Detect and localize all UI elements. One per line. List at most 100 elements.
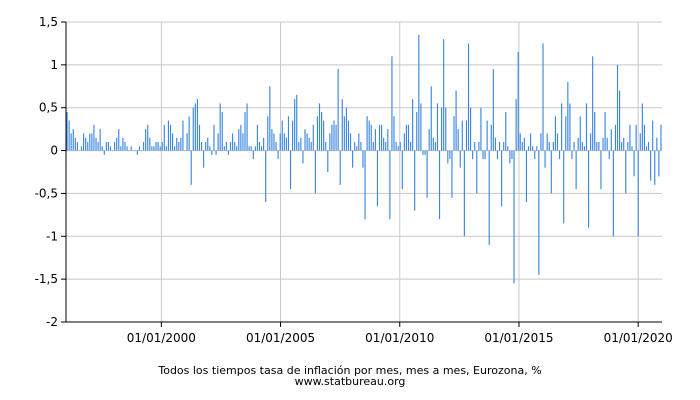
- bar: [174, 146, 176, 151]
- bar: [267, 116, 269, 151]
- bar: [263, 137, 265, 151]
- bar: [573, 142, 575, 151]
- bar: [399, 142, 401, 151]
- bar: [614, 124, 617, 151]
- bar: [393, 116, 395, 151]
- grid-lines: [66, 21, 662, 323]
- bar: [484, 150, 486, 160]
- bar: [252, 150, 254, 160]
- bar: [277, 150, 279, 160]
- bar: [294, 99, 296, 151]
- bar: [244, 112, 246, 151]
- bar: [600, 150, 602, 190]
- bar: [265, 150, 267, 202]
- bar: [227, 150, 230, 155]
- bar: [321, 112, 323, 151]
- bars-group: [66, 34, 662, 284]
- bar: [523, 137, 525, 151]
- x-tick-label: 01/01/2015: [484, 331, 553, 345]
- bar: [455, 90, 457, 151]
- bar: [389, 150, 391, 220]
- bar: [116, 137, 118, 151]
- x-tick-label: 01/01/2005: [246, 331, 315, 345]
- bar: [414, 150, 416, 211]
- bar: [387, 129, 389, 151]
- chart-title: Todos los tiempos tasa de inflación por …: [158, 364, 542, 377]
- bar: [587, 150, 590, 228]
- bar: [190, 150, 192, 185]
- bar: [583, 146, 585, 151]
- bar: [569, 103, 571, 151]
- bar: [283, 133, 285, 151]
- bar: [93, 124, 95, 151]
- bar: [260, 146, 263, 151]
- bar: [157, 142, 159, 151]
- bar: [327, 150, 329, 172]
- bar: [625, 150, 627, 194]
- bar: [602, 137, 604, 151]
- bar: [418, 34, 420, 151]
- y-tick-label: -1: [46, 229, 58, 243]
- bar: [151, 146, 153, 151]
- bar: [269, 86, 271, 151]
- bar: [432, 137, 434, 151]
- bar: [289, 150, 292, 190]
- bar: [372, 142, 374, 151]
- bar: [606, 137, 608, 151]
- bar: [596, 142, 598, 151]
- bar: [349, 133, 352, 151]
- bar: [91, 133, 93, 151]
- bar: [459, 150, 461, 168]
- bar: [579, 116, 581, 151]
- bar: [478, 142, 480, 151]
- y-tick-label: 0,5: [39, 101, 58, 115]
- bar: [633, 150, 635, 177]
- bar: [494, 137, 496, 151]
- bar: [558, 150, 561, 160]
- bar: [360, 142, 362, 151]
- bar: [248, 146, 250, 151]
- bar: [74, 137, 76, 151]
- bar: [453, 116, 455, 151]
- bar: [182, 120, 184, 151]
- bar: [449, 150, 451, 160]
- bar: [645, 146, 648, 151]
- bar: [236, 146, 238, 151]
- bar: [258, 142, 261, 151]
- bar: [525, 150, 528, 202]
- bar: [312, 124, 314, 151]
- bar: [80, 146, 83, 151]
- bar: [565, 116, 567, 151]
- bar: [296, 94, 298, 151]
- bar: [225, 142, 227, 151]
- bar: [213, 124, 215, 151]
- bar: [436, 103, 439, 151]
- bar: [656, 137, 658, 151]
- bar: [331, 124, 333, 151]
- bar: [337, 69, 339, 151]
- bar: [623, 137, 625, 151]
- bar: [325, 142, 327, 151]
- bar: [172, 133, 174, 151]
- bar: [103, 150, 105, 155]
- bar: [542, 43, 544, 151]
- bar: [610, 129, 612, 151]
- bar: [196, 99, 198, 151]
- bar: [354, 142, 356, 151]
- bar: [507, 146, 509, 151]
- bar: [184, 150, 186, 152]
- bar: [546, 133, 548, 151]
- bar: [339, 150, 341, 185]
- bar: [287, 116, 290, 151]
- bar: [124, 142, 126, 151]
- bar: [205, 142, 207, 151]
- bar: [639, 133, 641, 151]
- bar: [412, 99, 414, 151]
- bar: [271, 129, 273, 151]
- bar: [221, 112, 223, 151]
- bar: [83, 133, 85, 151]
- bar: [492, 69, 494, 151]
- bar: [443, 39, 445, 151]
- bar: [250, 146, 252, 151]
